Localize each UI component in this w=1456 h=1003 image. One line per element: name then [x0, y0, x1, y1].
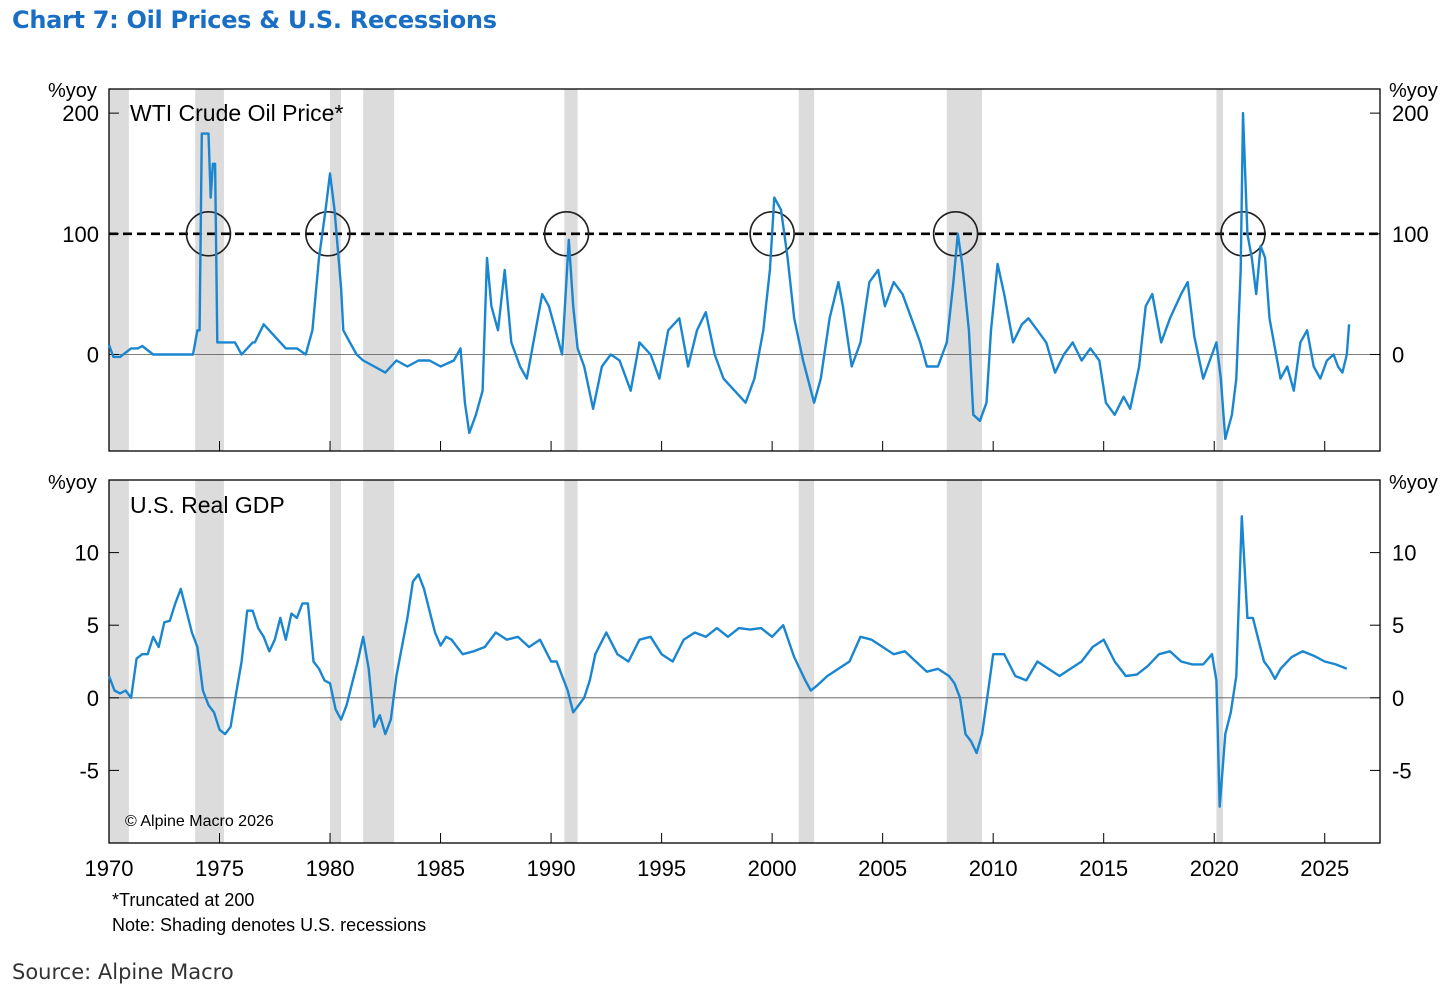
recession-shade: [946, 480, 983, 843]
source-note: Source: Alpine Macro: [12, 960, 234, 984]
gdp-panel: -5 -5 0 0 5 5 10 10: [75, 479, 1416, 844]
y-tick-label-right: 200: [1392, 101, 1429, 126]
recession-shade: [946, 89, 983, 451]
highlight-circle: [543, 211, 590, 257]
recession-shade: [798, 480, 815, 843]
x-tick-label: 2010: [969, 856, 1018, 881]
oil-panel: 0 0 100 100 200 200: [62, 88, 1429, 452]
highlight-circle: [185, 211, 232, 257]
y-tick-label-right: 100: [1392, 222, 1429, 247]
x-tick-label: 1970: [85, 856, 134, 881]
x-tick-label: 1980: [306, 856, 355, 881]
plot-frame: [108, 88, 1381, 452]
x-tick-label: 2025: [1300, 856, 1349, 881]
y-tick-label-left: 5: [87, 613, 99, 638]
recession-shade: [1216, 480, 1224, 843]
y-tick-label-right: 0: [1392, 686, 1404, 711]
chart-title: Chart 7: Oil Prices & U.S. Recessions: [12, 6, 497, 34]
recession-shade: [109, 89, 129, 451]
x-tick-label: 1985: [416, 856, 465, 881]
footnote-shading: Note: Shading denotes U.S. recessions: [112, 915, 426, 935]
y-tick-label-left: 0: [87, 342, 99, 367]
x-tick-label: 1995: [637, 856, 686, 881]
recession-shade: [363, 89, 395, 451]
recession-shade: [330, 480, 342, 843]
plot-frame: [108, 479, 1381, 844]
panel1-ylabel-right: %yoy: [1389, 80, 1438, 102]
panel2-ylabel-left: %yoy: [48, 472, 97, 494]
copyright-note: © Alpine Macro 2026: [125, 813, 274, 830]
y-tick-label-left: 0: [87, 686, 99, 711]
series-line: [107, 111, 1351, 441]
x-tick-label: 2020: [1190, 856, 1239, 881]
y-tick-label-left: 10: [75, 541, 99, 566]
series-line: [107, 515, 1348, 808]
y-tick-label-left: 100: [62, 222, 99, 247]
x-tick-label: 1975: [195, 856, 244, 881]
y-tick-label-left: 200: [62, 101, 99, 126]
y-tick-label-left: -5: [79, 758, 99, 783]
y-tick-label-right: 10: [1392, 541, 1416, 566]
footnote-truncated: *Truncated at 200: [112, 890, 254, 910]
recession-shade: [109, 480, 129, 843]
panel2-title: U.S. Real GDP: [130, 492, 285, 518]
recession-shade: [564, 480, 578, 843]
panel1-title: WTI Crude Oil Price*: [130, 100, 343, 126]
x-tick-label: 2005: [858, 856, 907, 881]
y-tick-label-right: 5: [1392, 613, 1404, 638]
recession-shade: [1216, 89, 1224, 451]
highlight-circle: [749, 211, 795, 257]
x-tick-label: 2015: [1079, 856, 1128, 881]
highlight-circle: [305, 211, 351, 257]
panel1-ylabel-left: %yoy: [48, 80, 97, 102]
y-tick-label-right: 0: [1392, 342, 1404, 367]
highlight-circle: [1220, 211, 1266, 257]
recession-shade: [330, 89, 342, 451]
y-tick-label-right: -5: [1392, 758, 1412, 783]
recession-shading: [109, 89, 1224, 843]
x-tick-label: 2000: [748, 856, 797, 881]
x-axis: 1970 1975 1980 1985 1990 1995 2000 2005 2010 2015…: [85, 441, 1349, 881]
x-tick-label: 1990: [527, 856, 576, 881]
panel2-ylabel-right: %yoy: [1389, 472, 1438, 494]
